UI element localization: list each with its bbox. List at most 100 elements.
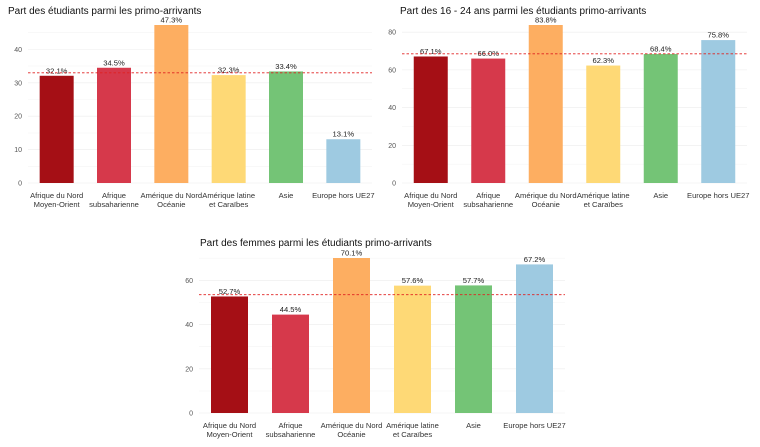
category-label: Amérique du Nord Océanie [141, 191, 203, 209]
bar [39, 75, 74, 183]
bar [269, 71, 303, 183]
category-label-line: subsaharienne [89, 200, 139, 209]
category-label-line: Europe hors UE27 [503, 421, 565, 430]
y-tick-label: 60 [388, 67, 396, 74]
category-label: Afrique du Nord Moyen-Orient [404, 191, 457, 209]
data-label: 57.6% [402, 276, 424, 285]
category-label-line: et Caraïbes [584, 200, 623, 209]
bar [333, 258, 370, 413]
category-label: Asie [466, 421, 481, 430]
category-label-line: Océanie [337, 430, 365, 439]
data-label: 32.3% [218, 66, 240, 75]
y-tick-label: 20 [185, 366, 193, 373]
category-label-line: Amérique du Nord [321, 421, 383, 430]
category-label: Amérique latine et Caraïbes [577, 191, 630, 209]
category-label: Afrique subsaharienne [89, 191, 139, 209]
bar [154, 25, 189, 183]
category-label-line: Asie [653, 191, 668, 200]
bar [586, 65, 621, 183]
y-tick-label: 10 [14, 147, 22, 154]
data-label: 33.4% [275, 62, 297, 71]
data-label: 75.8% [707, 31, 729, 40]
data-label: 52.7% [219, 287, 241, 296]
category-label-line: Afrique [102, 191, 126, 200]
data-label: 47.3% [161, 16, 183, 25]
category-label: Asie [279, 191, 294, 200]
category-label-line: Afrique du Nord [404, 191, 457, 200]
bar [516, 264, 553, 413]
category-label-line: Afrique [278, 421, 302, 430]
chart-students-share: Part des étudiants parmi les primo-arriv… [0, 0, 380, 225]
y-tick-label: 40 [388, 105, 396, 112]
data-label: 34.5% [103, 58, 125, 67]
bar [97, 67, 131, 183]
chart-age-16-24-share: Part des 16 - 24 ans parmi les étudiants… [380, 0, 760, 225]
category-label: Europe hors UE27 [687, 191, 749, 200]
category-label-line: Amérique du Nord [141, 191, 203, 200]
category-label-line: Amérique du Nord [515, 191, 577, 200]
data-label: 83.8% [535, 16, 557, 25]
category-label-line: Océanie [532, 200, 560, 209]
category-label: Amérique latine et Caraïbes [386, 421, 439, 439]
data-label: 67.1% [420, 47, 442, 56]
category-label-line: Asie [466, 421, 481, 430]
category-label: Afrique subsaharienne [266, 421, 316, 439]
category-label: Afrique du Nord Moyen-Orient [30, 191, 83, 209]
category-label: Europe hors UE27 [503, 421, 565, 430]
category-label-line: Amérique latine [386, 421, 439, 430]
y-tick-label: 60 [185, 278, 193, 285]
data-label: 68.4% [650, 45, 672, 54]
data-label: 44.5% [280, 305, 302, 314]
data-label: 62.3% [592, 56, 614, 65]
category-label-line: Amérique latine [202, 191, 255, 200]
bar [455, 285, 492, 413]
category-label: Afrique du Nord Moyen-Orient [203, 421, 256, 439]
bar [643, 54, 678, 184]
category-label-line: Asie [279, 191, 294, 200]
category-label: Asie [653, 191, 668, 200]
y-tick-label: 40 [14, 47, 22, 54]
category-label-line: Océanie [157, 200, 185, 209]
category-label-line: Moyen-Orient [206, 430, 253, 439]
chart-women-share-svg: Part des femmes parmi les étudiants prim… [185, 238, 566, 439]
category-label-line: Moyen-Orient [408, 200, 455, 209]
chart-title: Part des étudiants parmi les primo-arriv… [8, 6, 201, 17]
category-label: Afrique subsaharienne [463, 191, 513, 209]
data-label: 13.1% [333, 130, 355, 139]
chart-students-share-svg: Part des étudiants parmi les primo-arriv… [8, 6, 375, 209]
bar [413, 56, 448, 183]
chart-title: Part des 16 - 24 ans parmi les étudiants… [400, 6, 646, 17]
category-label-line: Afrique du Nord [30, 191, 83, 200]
category-label: Amérique du Nord Océanie [515, 191, 577, 209]
category-label-line: et Caraïbes [209, 200, 248, 209]
bar [528, 25, 563, 183]
y-tick-label: 0 [392, 181, 396, 188]
category-label: Europe hors UE27 [312, 191, 374, 200]
category-label: Amérique du Nord Océanie [321, 421, 383, 439]
chart-age-16-24-share-svg: Part des 16 - 24 ans parmi les étudiants… [388, 6, 749, 209]
chart-women-share: Part des femmes parmi les étudiants prim… [185, 222, 575, 447]
data-label: 57.7% [463, 276, 485, 285]
category-label-line: Moyen-Orient [34, 200, 81, 209]
data-label: 67.2% [524, 255, 546, 264]
bar [701, 40, 736, 184]
category-label-line: subsaharienne [463, 200, 513, 209]
category-label-line: Europe hors UE27 [687, 191, 749, 200]
bar [211, 296, 248, 413]
y-tick-label: 20 [388, 143, 396, 150]
data-label: 70.1% [341, 249, 363, 258]
y-tick-label: 0 [189, 411, 193, 418]
data-label: 32.1% [46, 66, 68, 75]
y-tick-label: 20 [14, 114, 22, 121]
y-tick-label: 40 [185, 322, 193, 329]
bar [471, 58, 506, 183]
y-tick-label: 30 [14, 80, 22, 87]
bar [394, 285, 431, 413]
category-label-line: Afrique du Nord [203, 421, 256, 430]
category-label-line: subsaharienne [266, 430, 316, 439]
bar [211, 75, 246, 183]
category-label-line: Europe hors UE27 [312, 191, 374, 200]
bar [272, 314, 309, 413]
y-tick-label: 80 [388, 30, 396, 37]
category-label-line: Amérique latine [577, 191, 630, 200]
